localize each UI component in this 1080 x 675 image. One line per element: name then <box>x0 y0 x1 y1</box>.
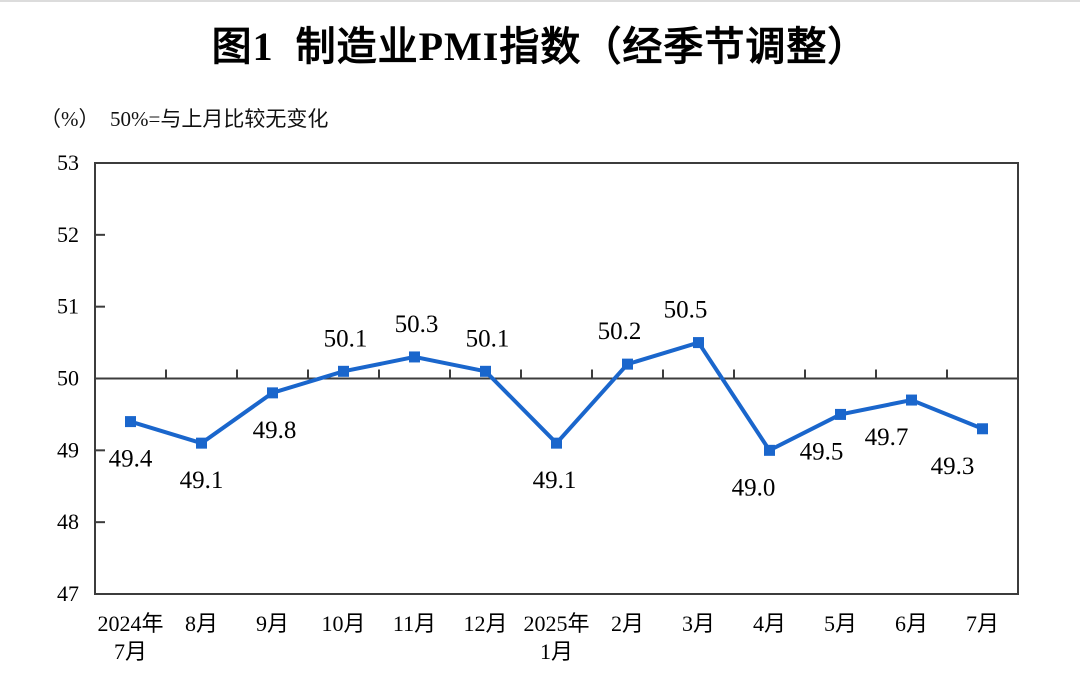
data-value-label: 49.3 <box>931 453 975 480</box>
data-value-label: 50.3 <box>395 311 439 338</box>
y-axis-label: 49 <box>57 437 79 462</box>
x-axis-label: 3月 <box>682 611 715 636</box>
y-axis-label: 53 <box>57 150 79 175</box>
x-axis-label: 11月 <box>393 611 436 636</box>
x-axis-label: 6月 <box>895 611 928 636</box>
data-point-marker <box>125 416 136 428</box>
top-divider <box>0 0 1080 2</box>
y-axis-label: 51 <box>57 294 79 319</box>
x-axis-label: 7月 <box>966 611 999 636</box>
y-axis-label: 47 <box>57 581 79 606</box>
data-value-label: 49.8 <box>253 417 297 444</box>
data-point-marker <box>977 423 988 435</box>
x-axis-label: 2025年 <box>523 611 589 636</box>
x-axis-label: 5月 <box>824 611 857 636</box>
data-value-label: 50.2 <box>598 318 642 345</box>
x-axis-label: 2月 <box>611 611 644 636</box>
data-point-marker <box>835 408 846 420</box>
data-point-marker <box>480 365 491 377</box>
data-point-marker <box>906 394 917 406</box>
chart-title: 图1 制造业PMI指数（经季节调整） <box>211 24 869 69</box>
data-point-marker <box>196 437 207 449</box>
x-axis-label: 7月 <box>114 639 147 664</box>
x-axis-label: 9月 <box>256 611 289 636</box>
data-value-label: 49.7 <box>865 424 909 451</box>
data-value-label: 49.1 <box>180 467 224 494</box>
data-value-label: 49.4 <box>109 446 153 473</box>
data-point-marker <box>622 358 633 370</box>
data-point-marker <box>409 351 420 363</box>
data-value-label: 50.5 <box>664 297 708 324</box>
x-axis-label: 12月 <box>463 611 507 636</box>
x-axis-label: 10月 <box>321 611 365 636</box>
data-value-label: 49.1 <box>533 467 577 494</box>
data-point-marker <box>267 387 278 399</box>
x-axis-label: 2024年 <box>97 611 163 636</box>
x-axis-label: 1月 <box>540 639 573 664</box>
data-point-marker <box>551 437 562 449</box>
data-value-label: 49.5 <box>800 438 844 465</box>
data-point-marker <box>338 365 349 377</box>
y-axis-label: 52 <box>57 222 79 247</box>
data-point-marker <box>764 444 775 456</box>
axis-unit-note: （%） 50%=与上月比较无变化 <box>40 107 329 131</box>
data-value-label: 50.1 <box>324 325 368 352</box>
y-axis-label: 48 <box>57 509 79 534</box>
data-value-label: 49.0 <box>732 474 776 501</box>
data-value-label: 50.1 <box>466 325 510 352</box>
data-point-marker <box>693 337 704 349</box>
x-axis-label: 8月 <box>185 611 218 636</box>
y-axis-label: 50 <box>57 366 79 391</box>
x-axis-label: 4月 <box>753 611 786 636</box>
